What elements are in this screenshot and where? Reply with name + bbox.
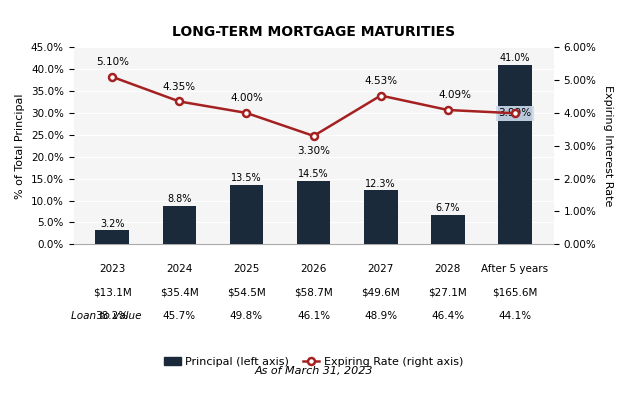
Text: 2023: 2023 [99,264,125,274]
Text: 2027: 2027 [367,264,394,274]
Text: $27.1M: $27.1M [429,288,467,297]
Text: $58.7M: $58.7M [294,288,333,297]
Bar [431,215,465,244]
Bar [297,181,330,244]
Text: 46.1%: 46.1% [297,311,330,321]
Text: 2024: 2024 [166,264,193,274]
Y-axis label: % of Total Principal: % of Total Principal [15,93,26,199]
Text: 3.30%: 3.30% [297,146,330,156]
Text: 2026: 2026 [300,264,327,274]
Text: 13.5%: 13.5% [231,173,262,184]
Text: 46.4%: 46.4% [431,311,465,321]
Text: 48.9%: 48.9% [364,311,397,321]
Text: 3.99%: 3.99% [499,108,532,118]
Bar [498,65,532,244]
Text: As of March 31, 2023: As of March 31, 2023 [254,366,373,376]
Text: $49.6M: $49.6M [362,288,400,297]
Text: $13.1M: $13.1M [93,288,132,297]
Bar [364,190,397,244]
Text: After 5 years: After 5 years [481,264,548,274]
Text: 5.10%: 5.10% [96,57,129,67]
Text: 8.8%: 8.8% [167,194,191,204]
Text: 14.5%: 14.5% [298,169,329,179]
Text: 41.0%: 41.0% [500,53,531,63]
Bar [95,230,129,244]
Text: 4.35%: 4.35% [163,82,196,91]
Text: 38.2%: 38.2% [95,311,129,321]
Text: 12.3%: 12.3% [365,179,396,189]
Text: $54.5M: $54.5M [227,288,266,297]
Text: $165.6M: $165.6M [492,288,538,297]
Text: Loan to value: Loan to value [70,311,141,321]
Y-axis label: Expiring Interest Rate: Expiring Interest Rate [603,85,613,206]
Text: 2025: 2025 [233,264,260,274]
Bar [230,185,263,244]
Text: $35.4M: $35.4M [160,288,198,297]
Text: 4.53%: 4.53% [364,76,397,85]
Text: 3.2%: 3.2% [100,219,124,229]
Text: 4.00%: 4.00% [230,93,263,103]
Bar [163,206,196,244]
Title: LONG-TERM MORTGAGE MATURITIES: LONG-TERM MORTGAGE MATURITIES [172,25,455,39]
Text: 44.1%: 44.1% [499,311,532,321]
Legend: Principal (left axis), Expiring Rate (right axis): Principal (left axis), Expiring Rate (ri… [160,352,467,371]
Text: 2028: 2028 [435,264,461,274]
Text: 4.09%: 4.09% [438,90,471,100]
Text: 45.7%: 45.7% [163,311,196,321]
Text: 6.7%: 6.7% [436,203,460,213]
Text: 49.8%: 49.8% [230,311,263,321]
